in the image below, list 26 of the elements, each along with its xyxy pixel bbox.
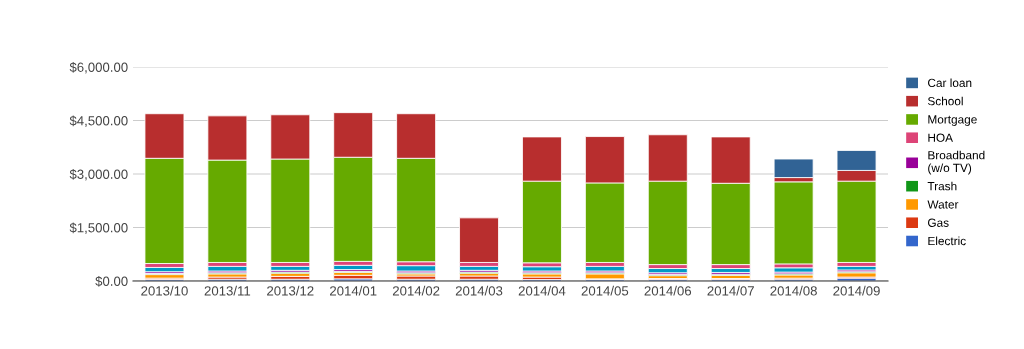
legend-label: Car loan [928,78,972,88]
legend-label: Gas [928,218,949,227]
x-tick-label: 2014/02 [392,285,440,296]
y-tick-label: $6,000.00 [69,62,128,74]
x-tick-label: 2013/10 [141,285,188,296]
legend-label: School [927,96,963,106]
legend-label: Mortgage [928,115,977,126]
x-tick-label: 2014/08 [770,285,817,296]
legend-label: Electric [928,236,966,246]
legend-label: Trash [927,181,957,191]
legend-label: Broadband (w/o TV) [928,150,985,175]
y-tick-label: $1,500.00 [69,222,128,234]
x-tick-label: 2014/06 [644,285,692,296]
x-tick-label: 2014/03 [455,285,503,296]
y-tick-label: $0.00 [95,276,128,287]
legend-label: Water [927,200,959,209]
x-tick-label: 2014/01 [330,285,377,296]
x-tick-label: 2014/05 [581,285,629,296]
x-tick-label: 2013/11 [204,285,251,296]
y-tick-label: $4,500.00 [69,115,128,127]
legend-label: HOA [928,133,953,142]
x-tick-label: 2014/07 [707,285,754,296]
x-tick-label: 2014/09 [833,285,880,296]
y-tick-label: $3,000.00 [69,169,128,181]
x-tick-label: 2014/04 [518,285,566,296]
x-tick-label: 2013/12 [267,285,314,296]
